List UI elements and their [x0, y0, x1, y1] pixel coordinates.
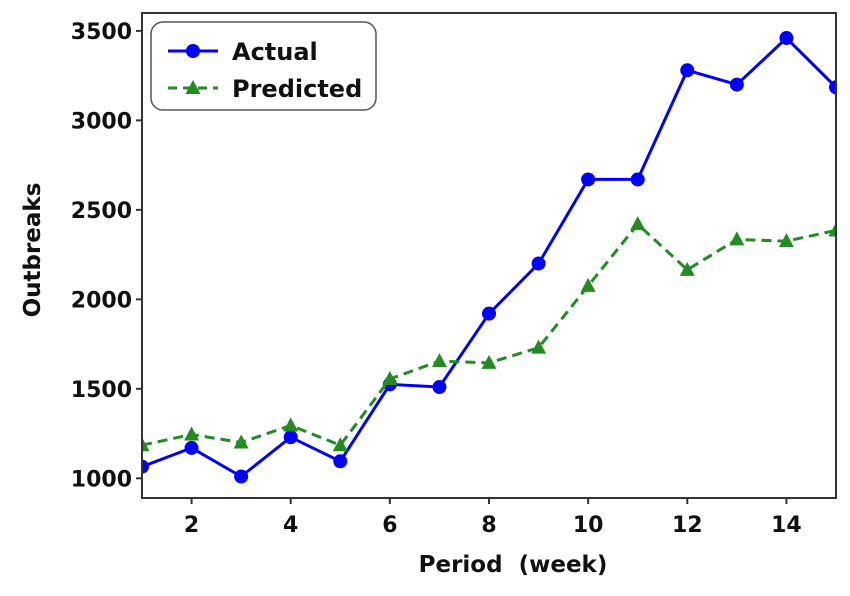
data-point-actual-3: [234, 469, 249, 484]
plot-frame: [141, 12, 837, 499]
data-point-predicted-5: [332, 437, 348, 452]
data-point-predicted-8: [481, 354, 497, 369]
series-line-predicted: [142, 222, 836, 448]
data-point-predicted-2: [184, 426, 200, 441]
x-tick-label-6: 6: [382, 513, 397, 538]
data-point-actual-7: [432, 380, 447, 395]
data-point-predicted-15: [828, 222, 836, 237]
data-point-predicted-12: [679, 261, 695, 276]
y-tick-label-1500: 1500: [71, 378, 132, 403]
data-point-actual-13: [729, 77, 744, 92]
data-point-actual-12: [680, 63, 695, 78]
data-point-predicted-9: [531, 339, 547, 354]
y-axis-label: Outbreaks: [20, 183, 46, 318]
data-point-actual-15: [829, 80, 836, 95]
data-point-actual-10: [581, 172, 596, 187]
data-point-actual-5: [333, 454, 348, 469]
data-point-predicted-1: [142, 437, 150, 452]
data-point-actual-11: [630, 172, 645, 187]
data-point-predicted-11: [630, 216, 646, 231]
data-point-predicted-6: [382, 370, 398, 385]
data-point-actual-1: [142, 459, 149, 474]
x-tick-label-12: 12: [672, 513, 703, 538]
data-point-predicted-13: [729, 231, 745, 246]
data-point-predicted-7: [431, 353, 447, 368]
data-point-predicted-10: [580, 277, 596, 292]
legend-marker-actual: [186, 44, 200, 58]
legend-item-predicted: Predicted: [168, 75, 362, 103]
y-tick-label-2500: 2500: [71, 199, 132, 224]
data-point-predicted-3: [233, 434, 249, 449]
data-point-predicted-4: [283, 417, 299, 432]
x-tick-label-2: 2: [184, 513, 199, 538]
data-point-actual-9: [531, 256, 546, 271]
legend-item-actual: Actual: [168, 38, 318, 66]
legend-box: [150, 21, 377, 111]
data-point-actual-8: [482, 306, 496, 321]
data-point-actual-4: [283, 430, 298, 445]
x-axis-label: Period (week): [419, 552, 608, 578]
data-point-actual-2: [184, 440, 199, 455]
x-tick-label-10: 10: [573, 513, 604, 538]
legend: Actual Predicted: [150, 21, 377, 111]
data-point-predicted-14: [778, 233, 794, 248]
plot-series: [142, 31, 836, 484]
data-point-actual-14: [779, 31, 794, 46]
x-axis-ticks: 2 4 6 8 10 12 14: [184, 498, 802, 538]
legend-label-predicted: Predicted: [232, 75, 362, 103]
x-tick-label-4: 4: [283, 513, 298, 538]
legend-label-actual: Actual: [232, 38, 318, 66]
y-tick-label-3500: 3500: [71, 20, 132, 45]
y-tick-label-1000: 1000: [71, 467, 132, 492]
y-tick-label-2000: 2000: [71, 288, 132, 313]
legend-marker-predicted: [185, 80, 201, 94]
y-tick-label-3000: 3000: [71, 109, 132, 134]
x-tick-label-14: 14: [771, 513, 802, 538]
x-tick-label-8: 8: [481, 513, 496, 538]
y-axis-ticks: 1000 1500 2000 2500 3000 3500: [71, 20, 142, 492]
